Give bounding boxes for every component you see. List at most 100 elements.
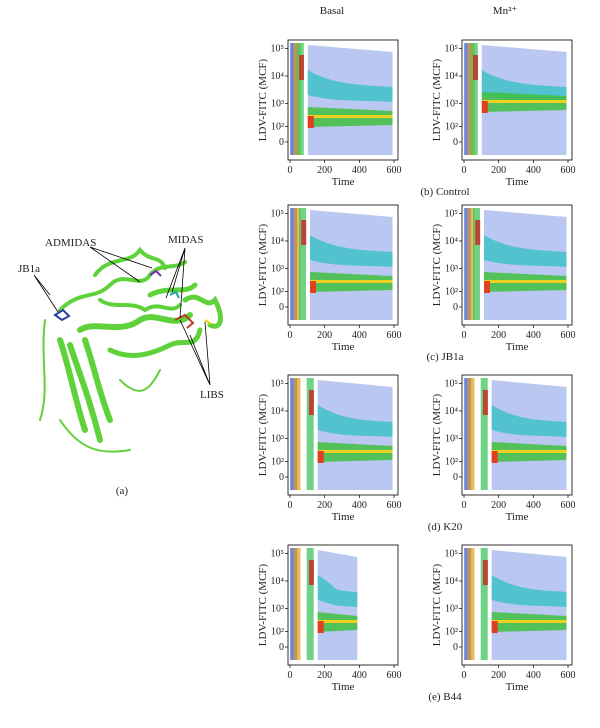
annotation-arrows — [33, 246, 211, 386]
x-tick-label: 200 — [317, 165, 332, 176]
y-tick-label: 10² — [271, 626, 284, 637]
density-plot: 10⁵ 10⁴ 10³ 10² 0 0 200 400 600 Time LDV-FITC (MCF… — [431, 374, 576, 523]
injection-band — [467, 208, 475, 320]
y-tick-label: 10³ — [271, 99, 284, 110]
injection-peak — [299, 55, 304, 80]
y-tick-label: 10⁴ — [445, 576, 459, 587]
x-tick-label: 400 — [352, 670, 367, 681]
injection-band — [293, 378, 301, 490]
peak-line — [307, 116, 314, 128]
upper-band — [310, 235, 393, 267]
x-tick-label: 200 — [317, 330, 332, 341]
injection-band — [470, 43, 478, 155]
y-tick-label: 10³ — [445, 99, 458, 110]
label-admidas: ADMIDAS — [45, 237, 96, 249]
x-tick-label: 400 — [352, 500, 367, 511]
y-tick-label: 10⁵ — [445, 378, 459, 389]
x-axis-label: Time — [506, 681, 529, 693]
y-tick-label: 10⁴ — [445, 71, 459, 82]
peak-line — [481, 101, 488, 113]
label-midas: MIDAS — [168, 234, 203, 246]
injection-band — [306, 548, 314, 660]
y-tick-label: 10² — [445, 286, 458, 297]
peak-line — [317, 451, 324, 463]
y-tick-label: 10⁴ — [445, 236, 459, 247]
label-libs: LIBS — [200, 389, 224, 401]
injection-peak — [475, 220, 481, 245]
x-axis-label: Time — [332, 511, 355, 523]
x-tick-label: 200 — [317, 500, 332, 511]
density-plot: 10⁵ 10⁴ 10³ 10² 0 0 200 400 600 Time LDV-FITC (MCF… — [257, 204, 402, 353]
y-tick-label: 10⁵ — [445, 43, 459, 54]
y-tick-label: 10⁵ — [271, 208, 285, 219]
peak-line — [317, 621, 324, 633]
injection-band — [299, 208, 306, 320]
y-tick-label: 10³ — [271, 434, 284, 445]
y-tick-label: 10³ — [445, 604, 458, 615]
upper-band — [307, 70, 393, 102]
upper-band — [317, 575, 358, 607]
y-tick-label: 10² — [271, 121, 284, 132]
density-plot: 10⁵ 10⁴ 10³ 10² 0 0 200 400 600 Time LDV-FITC (MCF… — [431, 544, 576, 693]
injection-peak — [482, 390, 488, 415]
injection-peak — [301, 220, 307, 245]
y-tick-label: 10⁵ — [271, 43, 285, 54]
upper-band — [491, 575, 567, 607]
y-tick-label: 0 — [453, 472, 458, 483]
y-axis-label: LDV-FITC (MCF) — [431, 223, 443, 306]
x-tick-label: 400 — [526, 500, 541, 511]
y-tick-label: 10⁵ — [271, 548, 285, 559]
injection-band — [306, 378, 314, 490]
peak-band — [481, 100, 567, 103]
y-tick-label: 10³ — [445, 434, 458, 445]
x-tick-label: 600 — [387, 330, 402, 341]
y-tick-label: 10² — [445, 456, 458, 467]
density-plot: 10⁵ 10⁴ 10³ 10² 0 0 200 400 600 Time LDV-FITC (MCF… — [257, 544, 402, 693]
x-tick-label: 600 — [561, 165, 576, 176]
x-axis-label: Time — [506, 176, 529, 188]
y-tick-label: 0 — [279, 642, 284, 653]
y-axis-label: LDV-FITC (MCF) — [257, 58, 269, 141]
x-tick-label: 0 — [288, 330, 293, 341]
y-tick-label: 10⁵ — [271, 378, 285, 389]
x-tick-label: 400 — [352, 330, 367, 341]
y-tick-label: 0 — [279, 472, 284, 483]
upper-band — [491, 405, 567, 437]
y-tick-label: 10² — [445, 121, 458, 132]
column-header: Basal — [320, 5, 344, 17]
x-tick-label: 600 — [561, 500, 576, 511]
column-header: Mn²⁺ — [493, 5, 518, 17]
y-tick-label: 10² — [271, 286, 284, 297]
x-tick-label: 0 — [462, 330, 467, 341]
peak-band — [484, 280, 567, 283]
density-plot: 10⁵ 10⁴ 10³ 10² 0 0 200 400 600 Time LDV-FITC (MCF… — [257, 374, 402, 523]
peak-band — [317, 620, 358, 623]
x-axis-label: Time — [332, 176, 355, 188]
x-tick-label: 600 — [561, 330, 576, 341]
density-plot: 10⁵ 10⁴ 10³ 10² 0 0 200 400 600 Time LDV-FITC (MCF… — [431, 39, 576, 188]
x-tick-label: 600 — [387, 165, 402, 176]
peak-band — [307, 115, 393, 118]
peak-band — [317, 450, 393, 453]
y-tick-label: 10⁴ — [271, 406, 285, 417]
y-tick-label: 10⁴ — [271, 236, 285, 247]
injection-peak — [308, 560, 314, 585]
injection-peak — [482, 560, 488, 585]
x-tick-label: 200 — [491, 165, 506, 176]
row-caption: (c) JB1a — [427, 351, 464, 363]
y-axis-label: LDV-FITC (MCF) — [431, 563, 443, 646]
y-tick-label: 0 — [453, 302, 458, 313]
upper-band — [317, 405, 393, 437]
y-tick-label: 10⁵ — [445, 208, 459, 219]
peak-band — [491, 620, 567, 623]
y-axis-label: LDV-FITC (MCF) — [257, 563, 269, 646]
x-tick-label: 0 — [288, 500, 293, 511]
y-tick-label: 10² — [271, 456, 284, 467]
y-axis-label: LDV-FITC (MCF) — [431, 58, 443, 141]
injection-band — [480, 378, 488, 490]
x-tick-label: 600 — [561, 670, 576, 681]
x-tick-label: 0 — [462, 500, 467, 511]
injection-peak — [473, 55, 478, 80]
x-tick-label: 0 — [288, 165, 293, 176]
